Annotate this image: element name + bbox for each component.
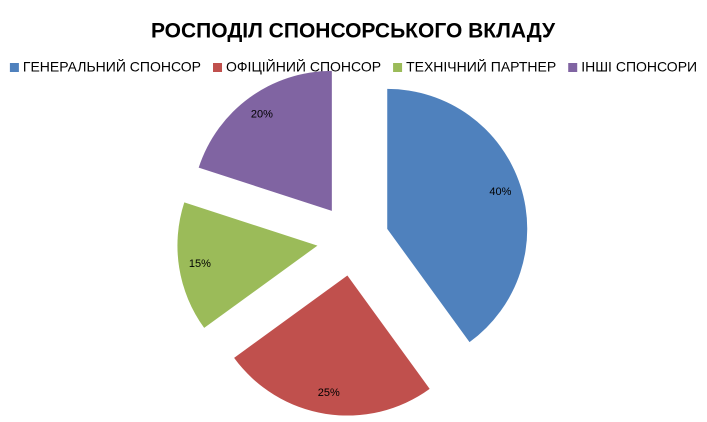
legend-label: ГЕНЕРАЛЬНИЙ СПОНСОР [23,58,201,75]
legend-swatch [568,63,578,72]
pie-slice [234,275,430,416]
pie-slice [198,70,332,211]
data-label: 40% [489,186,511,198]
legend-swatch [213,63,223,72]
chart-title: РОСПОДІЛ СПОНСОРСЬКОГО ВКЛАДУ [151,20,556,43]
data-label: 15% [189,258,211,270]
legend-label: ТЕХНІЧНИЙ ПАРТНЕР [406,58,556,75]
legend-swatch [393,63,403,72]
legend-swatch [9,63,19,72]
data-label: 25% [318,387,340,399]
pie-slice [177,202,318,328]
pie-slice [387,88,528,343]
data-label: 20% [251,109,273,121]
legend-label: ОФІЦІЙНИЙ СПОНСОР [226,58,381,75]
legend-label: ІНШІ СПОНСОРИ [581,59,697,75]
